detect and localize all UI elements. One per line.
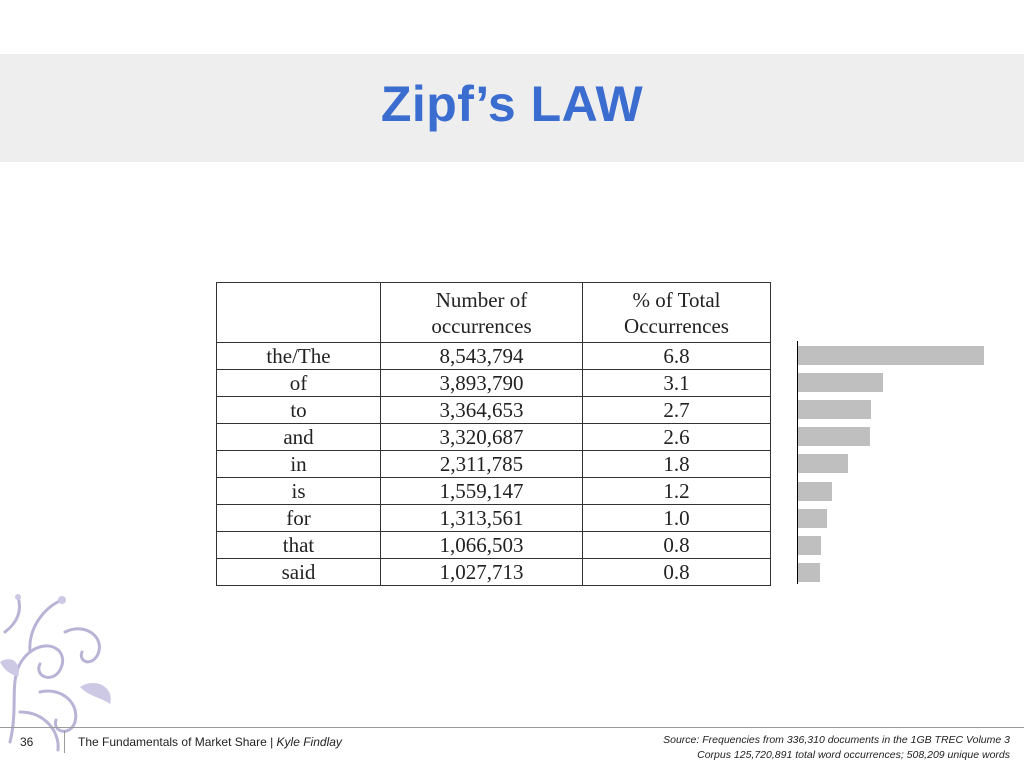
table-cell-percent: 2.7 — [582, 396, 771, 424]
table-cell-word: and — [216, 423, 381, 451]
table-cell-word: of — [216, 369, 381, 397]
table-row: that 1,066,503 0.8 — [216, 531, 771, 559]
table-cell-percent: 3.1 — [582, 369, 771, 397]
word-frequency-table: Number of occurrences % of Total Occurre… — [216, 282, 771, 586]
table-cell-count: 2,311,785 — [380, 450, 583, 478]
table-cell-percent: 0.8 — [582, 531, 771, 559]
header-count-line1: Number of — [435, 287, 528, 312]
table-cell-count: 1,559,147 — [380, 477, 583, 505]
slide-title-text: Zipf’s LAW — [380, 76, 644, 132]
table-cell-count: 3,893,790 — [380, 369, 583, 397]
table-cell-percent: 1.2 — [582, 477, 771, 505]
table-row: and 3,320,687 2.6 — [216, 423, 771, 451]
table-row: in 2,311,785 1.8 — [216, 450, 771, 478]
bar-and — [798, 427, 870, 447]
bar-to — [798, 400, 871, 420]
table-cell-percent: 0.8 — [582, 558, 771, 586]
table-header-word — [216, 282, 381, 343]
table-cell-word: in — [216, 450, 381, 478]
header-count-line2: occurrences — [431, 313, 532, 338]
bar-said — [798, 562, 820, 582]
header-percent-line1: % of Total — [632, 287, 721, 312]
table-row: is 1,559,147 1.2 — [216, 477, 771, 505]
table-cell-percent: 6.8 — [582, 342, 771, 370]
table-cell-word: that — [216, 531, 381, 559]
source-line-2: Corpus 125,720,891 total word occurrence… — [697, 749, 1010, 761]
floral-ornament — [0, 594, 111, 752]
footer-divider — [0, 727, 1024, 728]
table-cell-percent: 1.8 — [582, 450, 771, 478]
title-band — [0, 54, 1024, 162]
table-cell-percent: 2.6 — [582, 423, 771, 451]
bar-that — [798, 535, 821, 555]
table-row: said 1,027,713 0.8 — [216, 558, 771, 586]
table-cell-count: 1,313,561 — [380, 504, 583, 532]
table-cell-word: is — [216, 477, 381, 505]
table-cell-percent: 1.0 — [582, 504, 771, 532]
table-cell-word: said — [216, 558, 381, 586]
table-row: for 1,313,561 1.0 — [216, 504, 771, 532]
table-header-percent: % of Total Occurrences — [582, 282, 771, 343]
table-cell-count: 3,364,653 — [380, 396, 583, 424]
table-header-count: Number of occurrences — [380, 282, 583, 343]
bar-of — [798, 373, 883, 393]
table-cell-count: 8,543,794 — [380, 342, 583, 370]
table-row: of 3,893,790 3.1 — [216, 369, 771, 397]
table-row: the/The 8,543,794 6.8 — [216, 342, 771, 370]
footer-separator — [64, 731, 65, 753]
table-header-row: Number of occurrences % of Total Occurre… — [216, 282, 771, 343]
bar-is — [798, 481, 832, 501]
table-cell-count: 1,027,713 — [380, 558, 583, 586]
footer-course-title: The Fundamentals of Market Share | — [78, 735, 277, 749]
page-number: 36 — [20, 735, 34, 749]
source-note: Source: Frequencies from 336,310 documen… — [663, 733, 1010, 763]
bar-chart-axis — [797, 341, 798, 584]
footer-author: Kyle Findlay — [276, 735, 342, 749]
slide-title: Zipf’s LAW — [0, 72, 1024, 136]
bar-for — [798, 508, 827, 528]
table-cell-word: the/The — [216, 342, 381, 370]
table-cell-count: 3,320,687 — [380, 423, 583, 451]
table-cell-count: 1,066,503 — [380, 531, 583, 559]
bar-the-the — [798, 346, 984, 365]
table-row: to 3,364,653 2.7 — [216, 396, 771, 424]
table-cell-word: for — [216, 504, 381, 532]
bar-in — [798, 454, 848, 474]
table-cell-word: to — [216, 396, 381, 424]
header-percent-line2: Occurrences — [624, 313, 729, 338]
footer-course: The Fundamentals of Market Share | Kyle … — [78, 735, 342, 749]
source-line-1: Source: Frequencies from 336,310 documen… — [663, 734, 1010, 746]
